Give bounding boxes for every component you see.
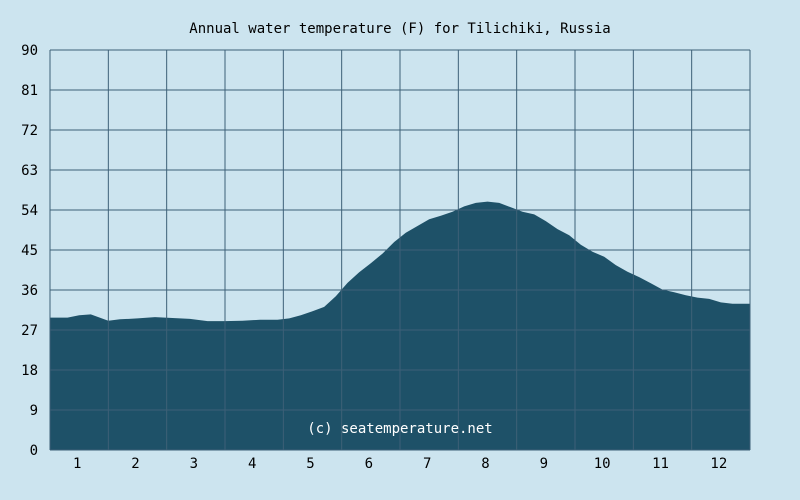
- chart-title: Annual water temperature (F) for Tilichi…: [189, 21, 610, 37]
- x-tick-label: 6: [365, 456, 373, 472]
- y-tick-label: 63: [21, 163, 38, 179]
- y-tick-label: 27: [21, 323, 38, 339]
- x-tick-label: 9: [540, 456, 548, 472]
- y-tick-label: 45: [21, 243, 38, 259]
- x-tick-label: 8: [481, 456, 489, 472]
- x-tick-label: 7: [423, 456, 431, 472]
- grid-layer: [49, 49, 751, 451]
- x-tick-label: 12: [710, 456, 727, 472]
- y-tick-label: 72: [21, 123, 38, 139]
- chart-watermark: (c) seatemperature.net: [307, 421, 492, 437]
- y-tick-label: 18: [21, 363, 38, 379]
- x-tick-label: 5: [306, 456, 314, 472]
- x-tick-label: 3: [190, 456, 198, 472]
- y-tick-label: 54: [21, 203, 38, 219]
- x-tick-label: 4: [248, 456, 256, 472]
- x-tick-label: 2: [131, 456, 139, 472]
- y-tick-label: 81: [21, 83, 38, 99]
- y-tick-label: 0: [30, 443, 38, 459]
- y-tick-label: 9: [30, 403, 38, 419]
- y-tick-label: 90: [21, 43, 38, 59]
- x-tick-label: 11: [652, 456, 669, 472]
- x-tick-label: 1: [73, 456, 81, 472]
- x-tick-label: 10: [594, 456, 611, 472]
- y-tick-label: 36: [21, 283, 38, 299]
